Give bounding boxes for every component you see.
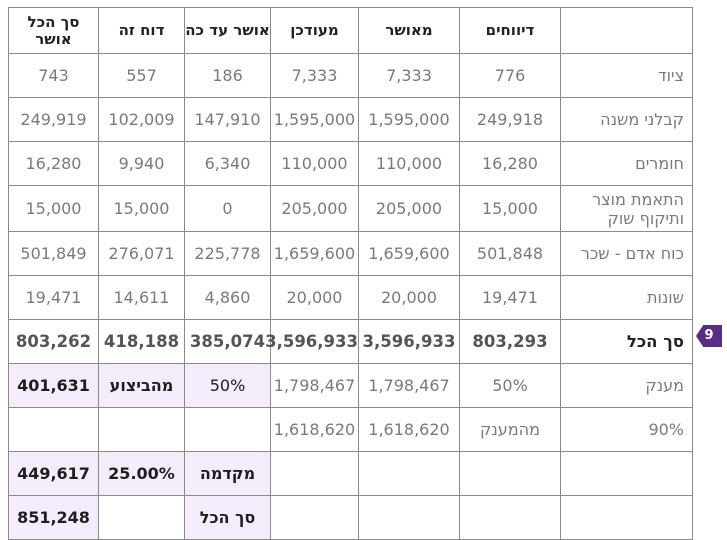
grant-from-execution: מהביצוע [98,363,185,408]
total-cell: 418,188 [98,319,185,364]
cell: 776 [459,53,561,98]
empty-cell [270,451,359,496]
cell: 186 [184,53,271,98]
empty-cell [358,495,460,540]
table-row: קבלני משנה 249,918 1,595,000 1,595,000 1… [8,97,693,142]
from-grant: מהמענק [459,407,561,452]
cell: 225,778 [184,231,271,276]
row-label: התאמת מוצר ותיקוף שוק [560,185,693,232]
cell: 15,000 [98,185,185,232]
ninety-approved: 1,618,620 [358,407,460,452]
total-cell: 3,596,933 [358,319,460,364]
empty-cell [459,495,561,540]
ninety-label: 90% [560,407,693,452]
total-row: סך הכל 803,293 3,596,933 3,596,933 385,0… [8,319,693,364]
grant-rate: 50% [184,363,271,408]
grant-percent: 50% [459,363,561,408]
empty-cell [184,407,271,452]
header-total-approved: סך הכל אושר [8,7,99,54]
header-approved-so-far: אושר עד כה [184,7,271,54]
ninety-updated: 1,618,620 [270,407,359,452]
grant-approved: 1,798,467 [358,363,460,408]
cell: 19,471 [459,275,561,320]
advance-rate: 25.00% [98,451,185,496]
cell: 7,333 [270,53,359,98]
empty-cell [358,451,460,496]
cell: 249,918 [459,97,561,142]
header-approved: מאושר [358,7,460,54]
empty-cell [560,451,693,496]
cell: 0 [184,185,271,232]
cell: 1,659,600 [358,231,460,276]
sum-row: סך הכל 851,248 [8,495,693,540]
sum-label: סך הכל [184,495,271,540]
header-row: דיווחים מאושר מעודכן אושר עד כה דוח זה ס… [8,7,693,54]
cell: 16,280 [8,141,99,186]
table-row: התאמת מוצר ותיקוף שוק 15,000 205,000 205… [8,185,693,232]
header-reports: דיווחים [459,7,561,54]
cell: 15,000 [8,185,99,232]
empty-cell [560,495,693,540]
cell: 205,000 [270,185,359,232]
cell: 6,340 [184,141,271,186]
advance-amount: 449,617 [8,451,99,496]
cell: 501,849 [8,231,99,276]
empty-cell [98,495,185,540]
table-row: שונות 19,471 20,000 20,000 4,860 14,611 … [8,275,693,320]
cell: 110,000 [270,141,359,186]
row-label: קבלני משנה [560,97,693,142]
cell: 1,595,000 [270,97,359,142]
table-row: חומרים 16,280 110,000 110,000 6,340 9,94… [8,141,693,186]
total-cell: 803,293 [459,319,561,364]
cell: 20,000 [358,275,460,320]
advance-label: מקדמה [184,451,271,496]
cell: 15,000 [459,185,561,232]
cell: 16,280 [459,141,561,186]
cell: 9,940 [98,141,185,186]
empty-cell [270,495,359,540]
cell: 557 [98,53,185,98]
row-label: כוח אדם - שכר [560,231,693,276]
cell: 1,595,000 [358,97,460,142]
cell: 276,071 [98,231,185,276]
grant-amount: 401,631 [8,363,99,408]
header-label-cell [560,7,693,54]
cell: 110,000 [358,141,460,186]
cell: 20,000 [270,275,359,320]
empty-cell [459,451,561,496]
total-label: סך הכל [560,319,693,364]
advance-row: מקדמה 25.00% 449,617 [8,451,693,496]
ninety-row: 90% מהמענק 1,618,620 1,618,620 [8,407,693,452]
row-label: חומרים [560,141,693,186]
table-row: כוח אדם - שכר 501,848 1,659,600 1,659,60… [8,231,693,276]
cell: 7,333 [358,53,460,98]
empty-cell [98,407,185,452]
cell: 147,910 [184,97,271,142]
cell: 1,659,600 [270,231,359,276]
empty-cell [8,407,99,452]
cell: 743 [8,53,99,98]
cell: 14,611 [98,275,185,320]
row-label: ציוד [560,53,693,98]
total-cell: 803,262 [8,319,99,364]
row-number-badge: 9 [696,325,722,347]
header-this-report: דוח זה [98,7,185,54]
cell: 205,000 [358,185,460,232]
cell: 249,919 [8,97,99,142]
grant-updated: 1,798,467 [270,363,359,408]
row-label: שונות [560,275,693,320]
grant-row: מענק 50% 1,798,467 1,798,467 50% מהביצוע… [8,363,693,408]
grant-label: מענק [560,363,693,408]
cell: 102,009 [98,97,185,142]
header-updated: מעודכן [270,7,359,54]
cell: 501,848 [459,231,561,276]
table-row: ציוד 776 7,333 7,333 186 557 743 [8,53,693,98]
cell: 4,860 [184,275,271,320]
report-table: דיווחים מאושר מעודכן אושר עד כה דוח זה ס… [8,7,693,540]
total-cell: 3,596,933 [265,319,359,364]
cell: 19,471 [8,275,99,320]
total-cell: 385,074 [184,319,271,364]
sum-amount: 851,248 [8,495,99,540]
